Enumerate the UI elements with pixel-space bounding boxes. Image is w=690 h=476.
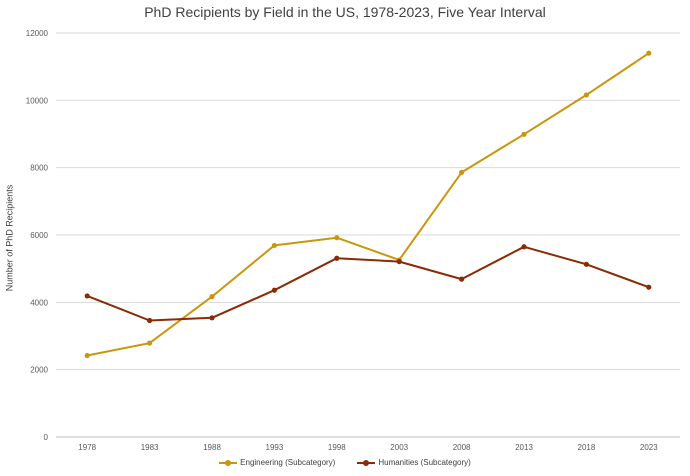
data-point	[646, 50, 652, 56]
data-point	[209, 294, 215, 300]
data-point	[334, 255, 340, 261]
y-tick-label: 12000	[26, 29, 49, 38]
data-point	[271, 287, 277, 293]
x-tick-label: 1983	[141, 443, 159, 452]
legend-item: Engineering (Subcategory)	[219, 458, 335, 467]
x-tick-label: 1988	[203, 443, 221, 452]
data-point	[583, 261, 590, 267]
y-tick-label: 2000	[30, 366, 48, 375]
legend-swatch	[357, 459, 376, 467]
data-point	[147, 317, 153, 324]
data-point	[521, 244, 527, 250]
x-tick-label: 2008	[453, 443, 471, 452]
y-tick-label: 6000	[30, 231, 48, 240]
chart-title: PhD Recipients by Field in the US, 1978-…	[144, 4, 546, 20]
data-point	[459, 169, 465, 175]
chart-legend: Engineering (Subcategory) Humanities (Sub…	[0, 458, 690, 467]
legend-swatch	[219, 459, 238, 467]
data-point	[84, 352, 90, 359]
data-point	[147, 340, 153, 346]
data-point	[646, 284, 652, 290]
y-tick-label: 10000	[26, 96, 49, 105]
data-point	[396, 258, 402, 265]
x-tick-label: 2013	[515, 443, 533, 452]
x-tick-label: 1978	[78, 443, 96, 452]
data-point	[583, 92, 590, 98]
data-point	[459, 276, 465, 282]
legend-label: Engineering (Subcategory)	[240, 458, 336, 467]
data-point	[84, 293, 90, 299]
series-line-engineering	[87, 52, 650, 357]
data-point	[521, 131, 527, 137]
y-tick-label: 8000	[30, 164, 48, 173]
x-tick-label: 2023	[640, 443, 658, 452]
x-tick-label: 1993	[266, 443, 284, 452]
x-tick-label: 1998	[328, 443, 346, 452]
x-tick-label: 2018	[578, 443, 596, 452]
legend-label: Humanities (Subcategory)	[378, 458, 471, 467]
data-point	[334, 235, 340, 241]
legend-item: Humanities (Subcategory)	[357, 458, 471, 467]
series-line-humanities	[86, 245, 650, 322]
data-point	[209, 315, 215, 321]
y-tick-label: 4000	[30, 298, 48, 307]
x-tick-label: 2003	[390, 443, 408, 452]
data-point	[271, 242, 277, 249]
y-tick-label: 0	[44, 433, 49, 442]
